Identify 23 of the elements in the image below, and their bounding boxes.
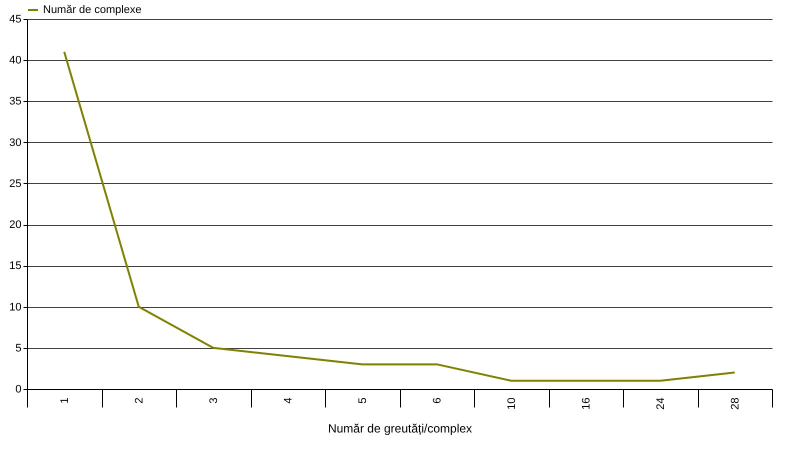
y-tick-label: 0 (15, 384, 22, 396)
y-tick-label: 40 (9, 54, 22, 67)
x-tick-label: 3 (208, 398, 220, 404)
x-tick-label: 1 (58, 398, 71, 404)
y-tick-label: 35 (9, 96, 22, 108)
y-tick-label: 5 (15, 342, 22, 354)
text: Număr de complexe (43, 4, 142, 16)
line-series (63, 50, 736, 382)
y-tick-label: 15 (9, 260, 22, 272)
y-tick-label: 10 (9, 301, 22, 314)
y-tick-label: 45 (9, 14, 22, 26)
y-tick-label: 20 (9, 219, 22, 232)
x-tick-label: 10 (506, 398, 518, 410)
x-tick-label: 2 (133, 398, 146, 404)
x-tick-label: 4 (282, 398, 294, 404)
x-tick-label: 6 (431, 398, 444, 404)
x-tick-label: 28 (729, 398, 742, 410)
y-tick-label: 25 (9, 178, 22, 190)
x-tick-label: 24 (654, 398, 667, 410)
y-tick-label: 30 (9, 136, 22, 149)
x-tick-label: 16 (580, 398, 592, 410)
x-tick-label: 5 (356, 398, 369, 404)
x-axis-title: Număr de greutăți/complex (328, 422, 472, 436)
